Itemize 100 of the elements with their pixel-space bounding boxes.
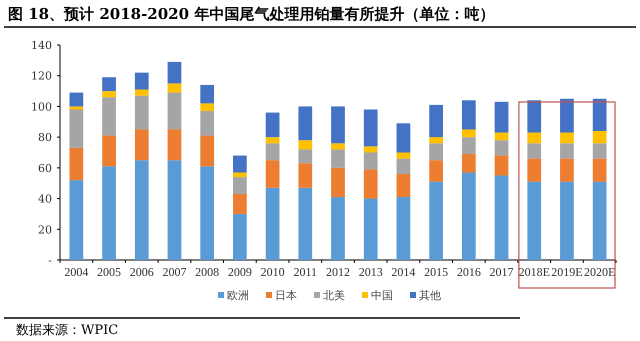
x-tick-label: 2004 xyxy=(64,265,88,279)
bar xyxy=(494,156,508,176)
x-tick-label: 2016 xyxy=(456,265,481,279)
bar xyxy=(364,198,378,260)
bar xyxy=(331,168,345,198)
bar xyxy=(429,137,443,144)
bar xyxy=(200,136,214,166)
bar xyxy=(462,100,476,130)
bar xyxy=(102,136,116,166)
bar xyxy=(233,177,247,194)
bar xyxy=(560,98,574,133)
bar xyxy=(168,129,182,160)
bar xyxy=(266,112,280,138)
bar xyxy=(298,149,312,164)
y-tick-label: 20 xyxy=(38,223,52,236)
chart-title: 图 18、预计 2018-2020 年中国尾气处理用铂量有所提升（单位：吨） xyxy=(8,5,494,23)
bar xyxy=(134,160,149,260)
bar xyxy=(494,140,508,156)
y-tick-label: 140 xyxy=(31,39,52,52)
bar xyxy=(462,172,476,260)
bar xyxy=(298,188,312,260)
bar xyxy=(560,158,574,182)
bar xyxy=(396,152,410,159)
y-tick-label: 100 xyxy=(31,100,52,114)
bar xyxy=(331,149,345,168)
bar xyxy=(429,182,443,260)
x-tick-label: 2015 xyxy=(424,265,448,279)
x-tick-label: 2005 xyxy=(97,265,122,279)
y-tick-label: 60 xyxy=(38,162,52,175)
bar xyxy=(527,143,542,159)
bar xyxy=(266,143,280,160)
y-tick-label: - xyxy=(48,254,52,267)
bar xyxy=(298,140,312,150)
bar xyxy=(102,166,116,260)
bar xyxy=(134,90,149,96)
bar xyxy=(364,169,378,199)
bar xyxy=(364,110,378,146)
x-tick-label: 2020E xyxy=(584,265,616,279)
bar xyxy=(134,72,149,90)
y-tick-label: 80 xyxy=(38,131,52,144)
bar xyxy=(200,84,214,104)
x-tick-label: 2006 xyxy=(130,265,154,279)
bar xyxy=(134,129,149,160)
bar xyxy=(200,166,214,260)
bar xyxy=(527,158,542,182)
bar xyxy=(396,158,410,174)
x-tick-label: 2010 xyxy=(260,265,285,279)
x-tick-label: 2017 xyxy=(490,265,514,279)
bar xyxy=(592,131,607,144)
bar xyxy=(69,180,84,260)
legend-label: 日本 xyxy=(275,289,297,302)
bar xyxy=(429,143,443,160)
x-tick-label: 2008 xyxy=(195,265,220,279)
x-tick-label: 2013 xyxy=(358,265,383,279)
bar xyxy=(527,132,542,144)
bar xyxy=(134,96,149,130)
x-tick-label: 2007 xyxy=(162,265,186,279)
bar xyxy=(592,98,607,131)
bar xyxy=(364,152,378,170)
bar xyxy=(233,214,247,260)
bar xyxy=(102,91,116,98)
bar xyxy=(266,160,280,188)
y-tick-label: 40 xyxy=(38,192,52,206)
legend-label: 北美 xyxy=(323,289,345,302)
bar xyxy=(200,111,214,136)
bar xyxy=(396,197,410,260)
bar xyxy=(494,176,508,260)
bar xyxy=(462,154,476,172)
bar xyxy=(69,148,84,180)
bar xyxy=(168,92,182,130)
bar xyxy=(527,182,542,260)
bar xyxy=(592,143,607,159)
bar xyxy=(69,110,84,148)
bar xyxy=(429,104,443,138)
bar xyxy=(69,92,84,106)
bar xyxy=(396,123,410,152)
y-tick-label: 120 xyxy=(31,70,52,83)
bar xyxy=(298,106,312,140)
bar xyxy=(364,146,378,152)
bar xyxy=(494,102,508,133)
bar xyxy=(494,132,508,140)
bar xyxy=(168,160,182,260)
bar xyxy=(298,163,312,188)
bar xyxy=(592,182,607,260)
bar xyxy=(233,172,247,178)
bar xyxy=(396,174,410,198)
bar xyxy=(266,188,280,260)
bar xyxy=(168,83,182,93)
legend-label: 其他 xyxy=(419,289,441,302)
bar xyxy=(592,158,607,182)
source-note: 数据来源：WPIC xyxy=(16,323,118,338)
bar xyxy=(331,106,345,144)
bar xyxy=(102,97,116,136)
x-tick-label: 2009 xyxy=(228,265,252,279)
bar xyxy=(527,100,542,133)
legend-label: 欧洲 xyxy=(227,289,249,302)
bar xyxy=(266,137,280,144)
bar xyxy=(462,129,476,138)
x-tick-label: 2014 xyxy=(391,265,416,279)
bar xyxy=(560,143,574,159)
